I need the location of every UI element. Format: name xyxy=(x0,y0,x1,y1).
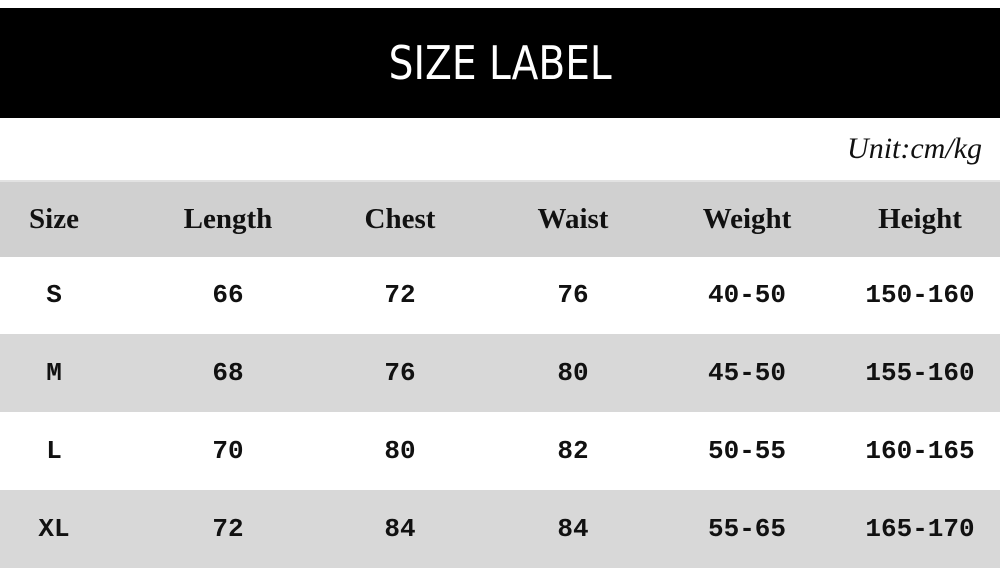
table-cell: 82 xyxy=(557,436,589,466)
table-cell: 160-165 xyxy=(865,436,975,466)
table-header: Size Length Chest Waist Weight Height xyxy=(0,180,1000,257)
table-cell: 80 xyxy=(384,436,416,466)
table-cell: 80 xyxy=(557,358,589,388)
table-cell: 70 xyxy=(212,436,244,466)
unit-label: Unit:cm/kg xyxy=(847,132,982,165)
column-header: Height xyxy=(878,203,962,235)
table-cell: 55-65 xyxy=(707,514,787,544)
table-cell: 150-160 xyxy=(865,280,975,310)
title-banner: SIZE LABEL xyxy=(0,8,1000,118)
column-header: Waist xyxy=(537,203,609,235)
table-cell: 76 xyxy=(557,280,589,310)
table-cell: 165-170 xyxy=(865,514,975,544)
table-cell: 45-50 xyxy=(707,358,787,388)
table-cell: 155-160 xyxy=(865,358,975,388)
table-cell: L xyxy=(46,436,62,466)
table-cell: S xyxy=(46,280,62,310)
table-cell: 40-50 xyxy=(707,280,787,310)
column-header: Weight xyxy=(702,203,792,235)
table-cell: XL xyxy=(38,514,70,544)
table-row: M 68 76 80 45-50 155-160 xyxy=(0,334,1000,412)
table-cell: 76 xyxy=(384,358,416,388)
table-cell: M xyxy=(46,358,62,388)
table-cell: 72 xyxy=(212,514,244,544)
table-row: L 70 80 82 50-55 160-165 xyxy=(0,412,1000,490)
page-title: SIZE LABEL xyxy=(388,36,612,90)
table-cell: 72 xyxy=(384,280,416,310)
table-row: S 66 72 76 40-50 150-160 xyxy=(0,256,1000,334)
column-header: Size xyxy=(29,203,79,235)
table-cell: 84 xyxy=(557,514,589,544)
column-header: Length xyxy=(183,203,273,235)
column-header: Chest xyxy=(364,203,436,235)
table-row: XL 72 84 84 55-65 165-170 xyxy=(0,490,1000,568)
table-cell: 50-55 xyxy=(707,436,787,466)
table-cell: 84 xyxy=(384,514,416,544)
table-cell: 66 xyxy=(212,280,244,310)
table-cell: 68 xyxy=(212,358,244,388)
